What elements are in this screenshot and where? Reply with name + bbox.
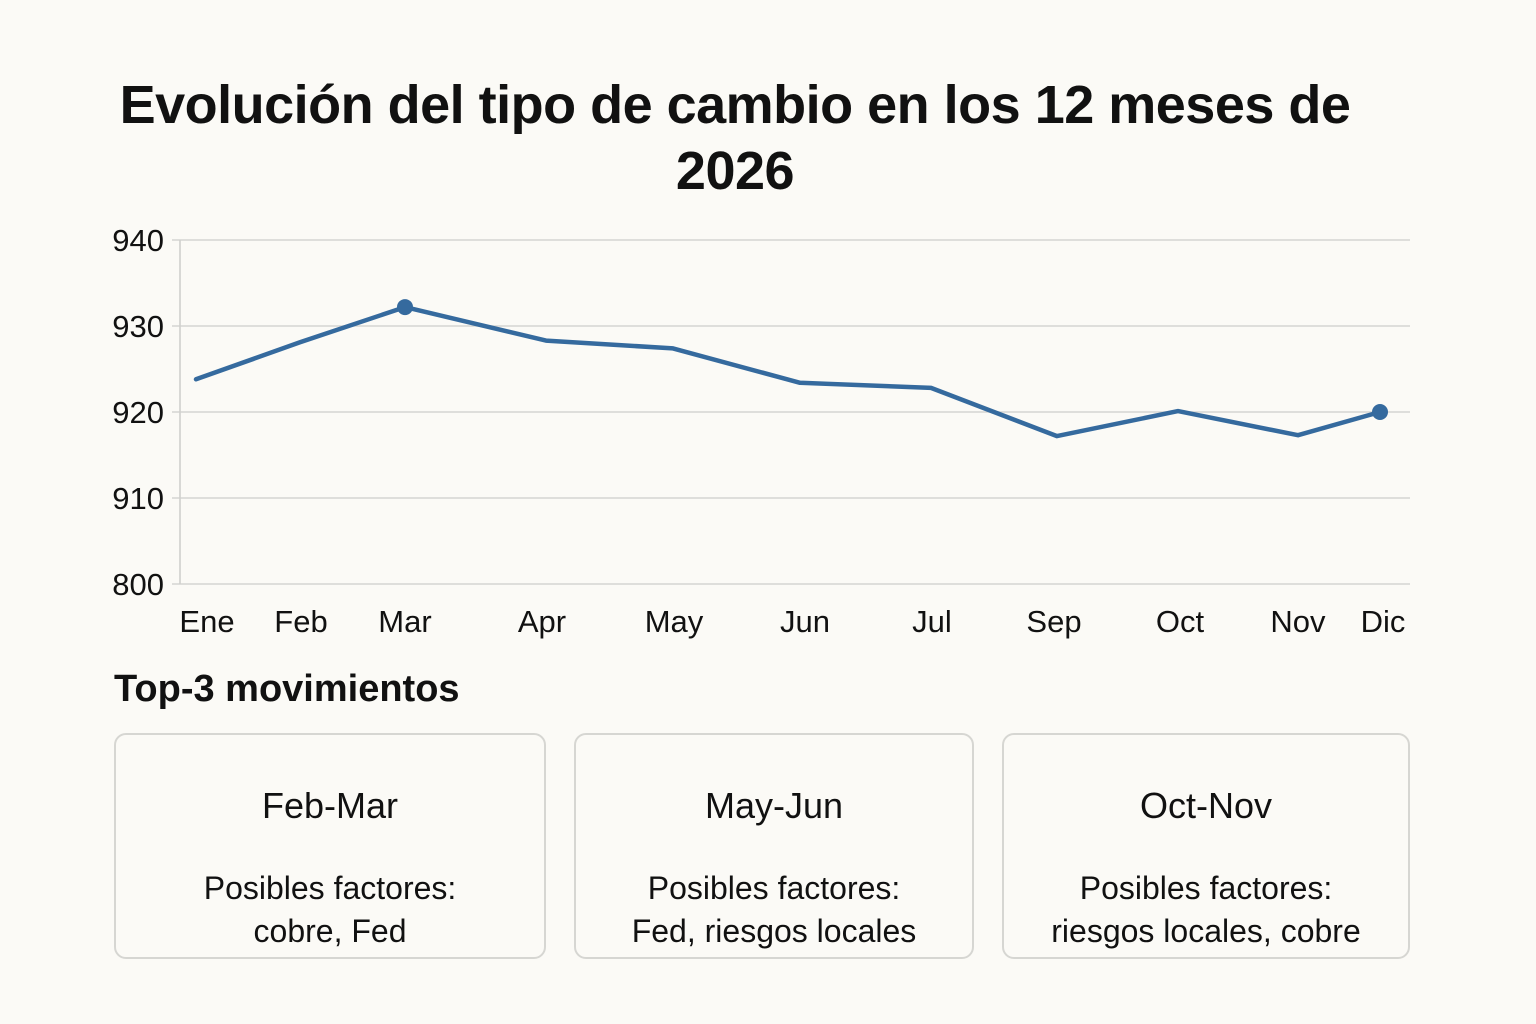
factors-label: Posibles factores: xyxy=(1079,870,1333,906)
x-tick-label: Ene xyxy=(179,604,234,639)
x-tick-label: Mar xyxy=(378,604,431,639)
y-tick-label: 940 xyxy=(112,223,164,258)
movement-range: Oct-Nov xyxy=(1139,785,1272,826)
x-tick-label: Jul xyxy=(912,604,952,639)
factors-label: Posibles factores: xyxy=(203,870,457,906)
movement-card: Feb-Mar Posibles factores: cobre, Fed xyxy=(114,733,546,959)
x-tick-label: Feb xyxy=(274,604,327,639)
y-tick-label: 930 xyxy=(112,309,164,344)
factors-label: Posibles factores: xyxy=(647,870,901,906)
y-tick-label: 910 xyxy=(112,481,164,516)
chart-title: Evolución del tipo de cambio en los 12 m… xyxy=(119,75,1351,201)
movement-card: May-Jun Posibles factores: Fed, riesgos … xyxy=(574,733,974,959)
x-tick-label: Apr xyxy=(518,604,566,639)
factors-list: Fed, riesgos locales xyxy=(631,913,917,949)
series-line xyxy=(193,304,1383,439)
data-point-marker xyxy=(1372,404,1388,420)
x-tick-label: Nov xyxy=(1270,604,1326,639)
data-point-marker xyxy=(397,299,413,316)
x-tick-label: May xyxy=(645,604,704,639)
x-tick-label: Jun xyxy=(780,604,830,639)
y-tick-label: 800 xyxy=(112,567,164,602)
x-tick-label: Sep xyxy=(1026,604,1081,639)
x-tick-label: Oct xyxy=(1156,604,1205,639)
movement-range: Feb-Mar xyxy=(261,785,399,826)
movement-range: May-Jun xyxy=(704,785,844,826)
x-tick-label: Dic xyxy=(1361,604,1406,639)
factors-list: cobre, Fed xyxy=(253,913,407,949)
movement-card: Oct-Nov Posibles factores: riesgos local… xyxy=(1002,733,1410,959)
y-tick-label: 920 xyxy=(112,395,164,430)
section-title: Top-3 movimientos xyxy=(114,668,460,710)
factors-list: riesgos locales, cobre xyxy=(1051,913,1361,949)
